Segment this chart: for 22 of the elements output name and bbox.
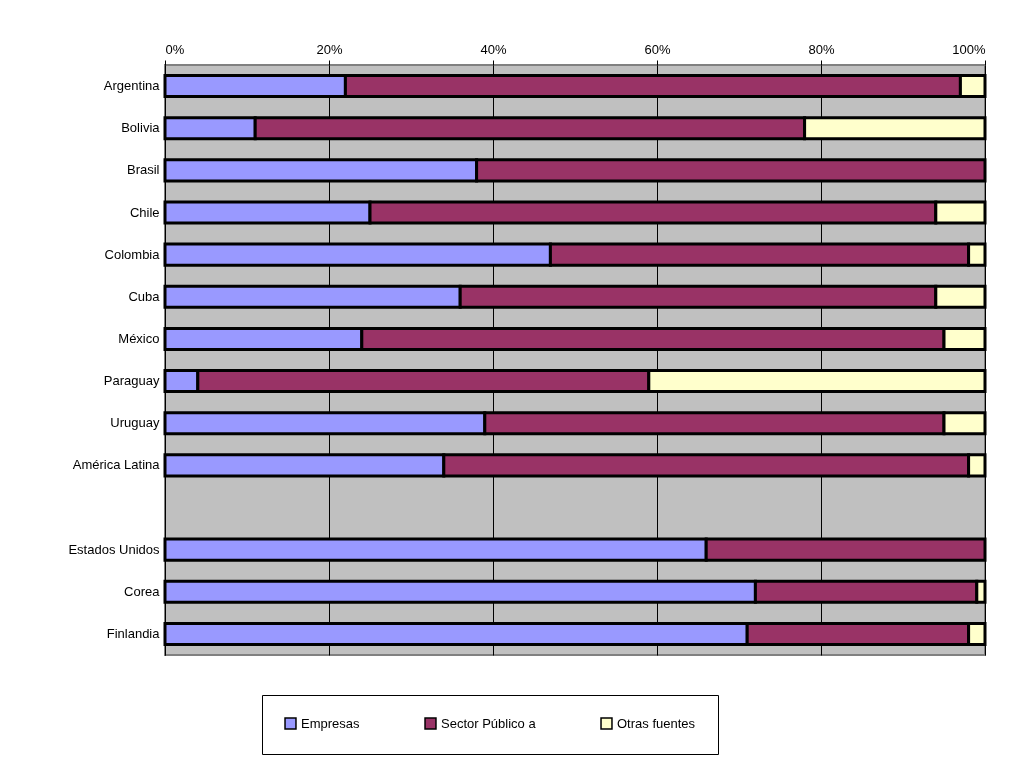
legend-label: Empresas xyxy=(301,715,361,731)
x-tick-label: 60% xyxy=(644,41,671,57)
y-tick-label: América Latina xyxy=(72,457,161,473)
y-tick-label: Colombia xyxy=(104,246,161,262)
x-tick-label: 20% xyxy=(316,41,343,57)
x-tick-label: 100% xyxy=(952,41,986,57)
x-tick-label: 40% xyxy=(480,41,507,57)
y-tick-label: Finlandia xyxy=(106,625,161,641)
y-tick-label: Bolivia xyxy=(121,120,161,136)
x-tick-label: 80% xyxy=(808,41,835,57)
y-tick-label: Cuba xyxy=(128,288,161,304)
y-tick-label: Brasil xyxy=(126,162,160,178)
y-tick-label: Uruguay xyxy=(110,415,160,431)
y-tick-label: Corea xyxy=(124,583,161,599)
y-tick-label: México xyxy=(118,330,160,346)
legend-label: Sector Público a xyxy=(441,715,537,731)
y-tick-label: Estados Unidos xyxy=(68,541,160,557)
y-tick-label: Argentina xyxy=(103,78,161,94)
legend-label: Otras fuentes xyxy=(617,715,696,731)
y-tick-label: Chile xyxy=(129,204,160,220)
x-tick-label: 0% xyxy=(165,41,185,57)
y-tick-label: Paraguay xyxy=(103,373,160,389)
